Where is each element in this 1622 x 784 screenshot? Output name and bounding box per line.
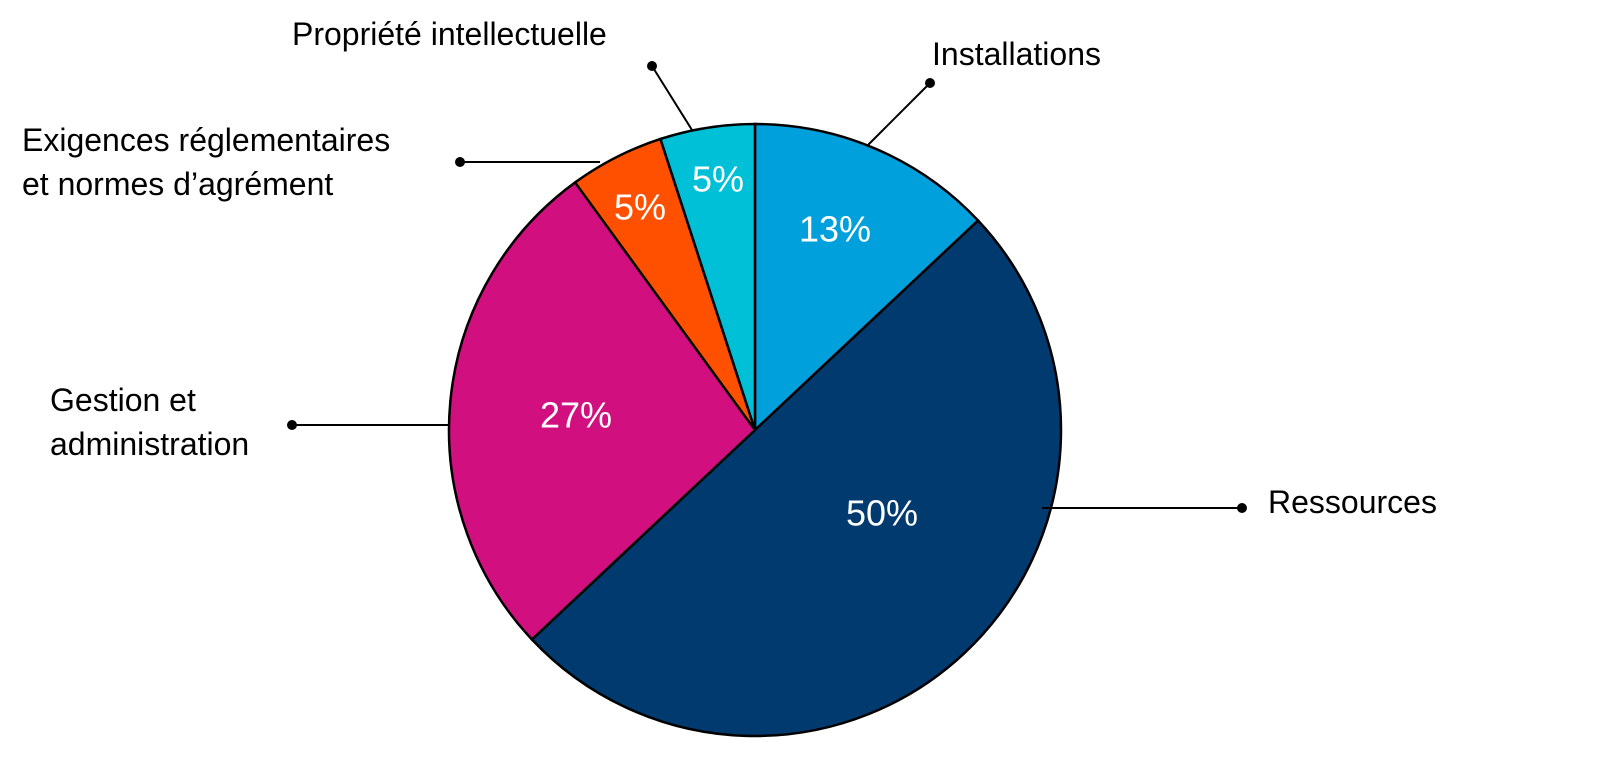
leader-dot: [925, 78, 935, 88]
pie-slice: [530, 218, 1062, 737]
pie-slice: [658, 122, 757, 431]
value-label: 13%: [799, 209, 871, 250]
value-label: 5%: [614, 187, 666, 228]
leader-dot: [287, 420, 297, 430]
pie-slice: [753, 122, 980, 433]
value-label: 50%: [846, 493, 918, 534]
category-label: Ressources: [1268, 484, 1437, 520]
leader-dot: [455, 157, 465, 167]
leader-line: [651, 65, 693, 131]
leader-dot: [647, 61, 657, 71]
value-label: 27%: [540, 395, 612, 436]
pie-slice: [447, 180, 757, 642]
category-label: Installations: [932, 36, 1101, 72]
leader-line: [867, 82, 931, 146]
category-label: Exigences réglementaires et normes d’agr…: [22, 122, 391, 202]
leader-dot: [1237, 503, 1247, 513]
category-label: Gestion et administration: [50, 382, 250, 462]
value-label: 5%: [692, 159, 744, 200]
category-label: Propriété intellectuelle: [292, 16, 607, 52]
